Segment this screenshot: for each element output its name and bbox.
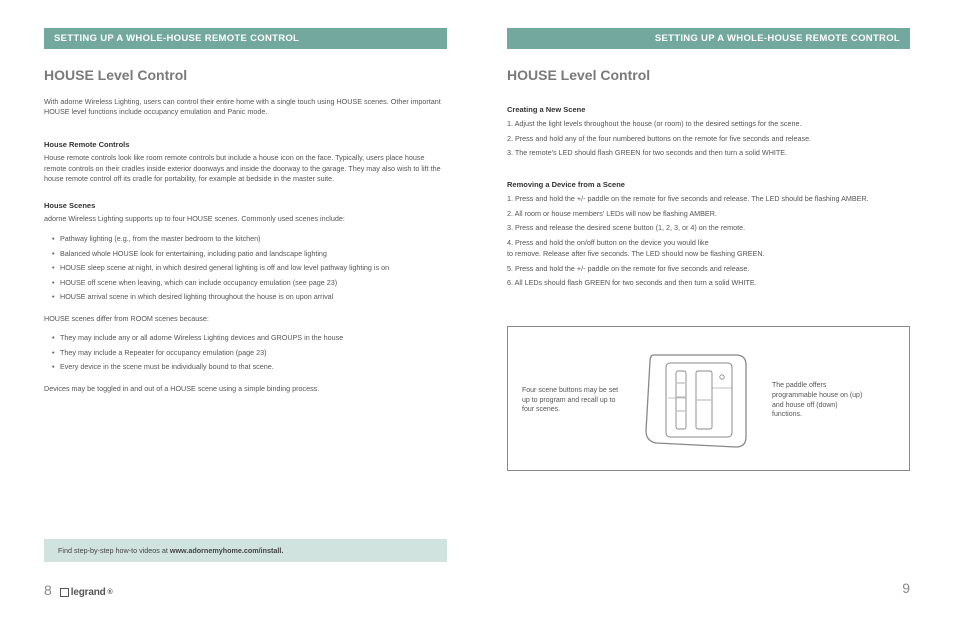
creating-scene-steps: 1. Adjust the light levels throughout th… xyxy=(507,118,910,162)
left-column: SETTING UP A WHOLE-HOUSE REMOTE CONTROL … xyxy=(44,28,447,598)
list-item: They may include a Repeater for occupanc… xyxy=(52,347,447,359)
video-url: www.adornemyhome.com/install. xyxy=(170,546,284,555)
house-scenes-list: Pathway lighting (e.g., from the master … xyxy=(44,233,447,306)
right-page-number: 9 xyxy=(902,580,910,596)
scenes-differ-intro: HOUSE scenes differ from ROOM scenes bec… xyxy=(44,314,447,325)
list-item: 1. Press and hold the +/- paddle on the … xyxy=(507,193,910,204)
legrand-logo: legrand® xyxy=(60,587,113,598)
remote-control-illustration xyxy=(632,343,762,458)
left-page-number: 8 xyxy=(44,582,52,598)
video-info-bar: Find step-by-step how-to videos at www.a… xyxy=(44,539,447,562)
remote-diagram-box: Four scene buttons may be set up to prog… xyxy=(507,326,910,471)
house-scenes-intro: adorne Wireless Lighting supports up to … xyxy=(44,214,447,225)
right-footer: 9 xyxy=(507,580,910,598)
logo-square-icon xyxy=(60,588,69,597)
list-item: HOUSE arrival scene in which desired lig… xyxy=(52,291,447,303)
list-item: HOUSE sleep scene at night, in which des… xyxy=(52,262,447,274)
diagram-right-caption: The paddle offers programmable house on … xyxy=(772,381,868,420)
logo-text: legrand xyxy=(71,587,106,598)
list-item: HOUSE off scene when leaving, which can … xyxy=(52,277,447,289)
house-remote-controls-heading: House Remote Controls xyxy=(44,140,447,149)
removing-device-steps: 1. Press and hold the +/- paddle on the … xyxy=(507,193,910,292)
list-item: 3. The remote's LED should flash GREEN f… xyxy=(507,147,910,158)
left-header-bar: SETTING UP A WHOLE-HOUSE REMOTE CONTROL xyxy=(44,28,447,49)
left-section-heading: HOUSE Level Control xyxy=(44,67,447,83)
list-item: Pathway lighting (e.g., from the master … xyxy=(52,233,447,245)
diagram-left-caption: Four scene buttons may be set up to prog… xyxy=(522,386,622,415)
video-text: Find step-by-step how-to videos at xyxy=(58,546,170,555)
right-header-bar: SETTING UP A WHOLE-HOUSE REMOTE CONTROL xyxy=(507,28,910,49)
scenes-differ-list: They may include any or all adorne Wirel… xyxy=(44,332,447,376)
list-item: 3. Press and release the desired scene b… xyxy=(507,222,910,233)
right-column: SETTING UP A WHOLE-HOUSE REMOTE CONTROL … xyxy=(507,28,910,598)
list-item: 1. Adjust the light levels throughout th… xyxy=(507,118,910,129)
left-intro-text: With adorne Wireless Lighting, users can… xyxy=(44,97,447,118)
left-footer: 8 legrand® xyxy=(44,582,447,598)
list-item: 4. Press and hold the on/off button on t… xyxy=(507,237,910,259)
list-item: 6. All LEDs should flash GREEN for two s… xyxy=(507,277,910,288)
creating-scene-heading: Creating a New Scene xyxy=(507,105,910,114)
list-item: They may include any or all adorne Wirel… xyxy=(52,332,447,344)
list-item: 5. Press and hold the +/- paddle on the … xyxy=(507,263,910,274)
list-item: Balanced whole HOUSE look for entertaini… xyxy=(52,248,447,260)
right-section-heading: HOUSE Level Control xyxy=(507,67,910,83)
removing-device-heading: Removing a Device from a Scene xyxy=(507,180,910,189)
list-item: 2. Press and hold any of the four number… xyxy=(507,133,910,144)
list-item: Every device in the scene must be indivi… xyxy=(52,361,447,373)
house-scenes-heading: House Scenes xyxy=(44,201,447,210)
toggle-note: Devices may be toggled in and out of a H… xyxy=(44,384,447,395)
list-item: 2. All room or house members' LEDs will … xyxy=(507,208,910,219)
house-remote-controls-body: House remote controls look like room rem… xyxy=(44,153,447,185)
